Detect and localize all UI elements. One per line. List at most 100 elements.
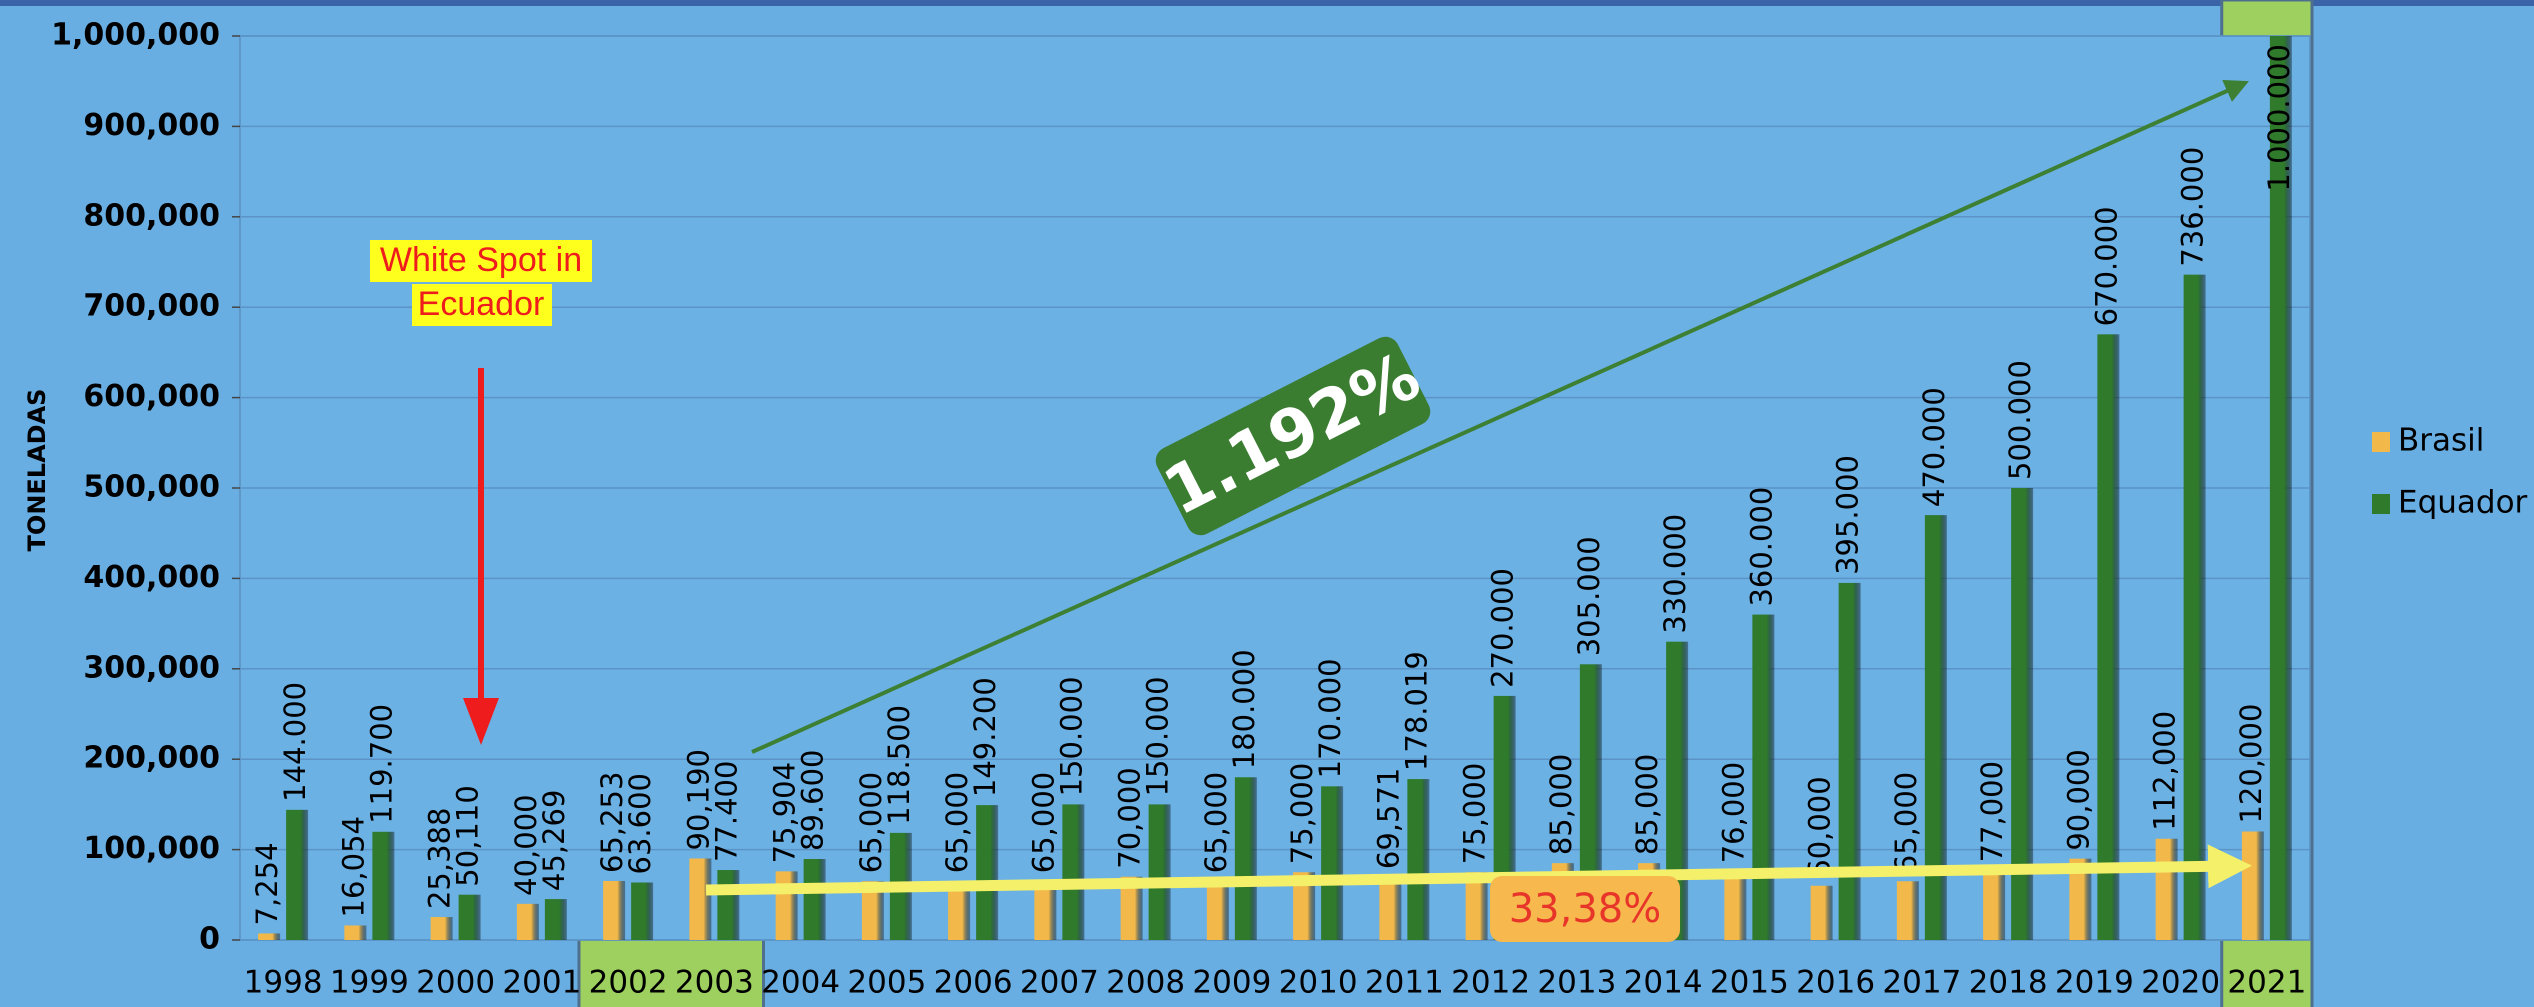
x-tick-label: 2015 [1710,965,1789,1001]
data-label: 170.000 [1313,658,1347,778]
y-tick-label: 500,000 [83,470,220,505]
data-label: 77,000 [1975,761,2009,862]
x-tick-label: 2017 [1882,965,1961,1001]
data-label: 63.600 [623,773,657,874]
data-label: 65,000 [1026,772,1060,873]
data-label: 270.000 [1486,568,1520,688]
data-label: 75,904 [768,762,802,863]
annotation: Ecuador [418,285,545,323]
bar [258,933,281,940]
bar [2241,831,2264,940]
annotation: 33,38% [1509,886,1662,932]
bar [1062,804,1085,940]
x-tick-label: 1998 [244,965,323,1001]
y-tick-label: 100,000 [83,831,220,866]
bar [1666,641,1689,940]
data-label: 178.019 [1399,651,1433,771]
x-tick-label: 2014 [1624,965,1703,1001]
y-axis-label: TONELADAS [23,389,51,552]
data-label: 25,388 [423,808,457,909]
data-label: 150.000 [1141,676,1175,796]
bar [1034,881,1057,940]
data-label: 395.000 [1831,455,1865,575]
legend-label: Brasil [2398,423,2484,459]
trend-arrow [751,79,2249,754]
data-label: 470.000 [1917,387,1951,507]
data-label: 670.000 [2089,206,2123,326]
y-tick-label: 900,000 [83,108,220,143]
x-tick-label: 2020 [2141,965,2220,1001]
bar [2011,488,2034,940]
legend-swatch [2372,494,2390,514]
bar [775,871,798,940]
bar [689,858,712,940]
bar [976,805,999,940]
data-label: 75,000 [1285,763,1319,864]
data-label: 149.200 [968,677,1002,797]
data-label: 360.000 [1744,487,1778,607]
legend-swatch [2372,432,2390,452]
bar [1924,515,1947,940]
data-label: 144.000 [278,682,312,802]
data-label: 180.000 [1227,649,1261,769]
bar [1379,877,1402,940]
x-tick-label: 2000 [416,965,495,1001]
y-tick-label: 800,000 [83,198,220,233]
data-label: 65,000 [1199,772,1233,873]
bar [1234,777,1257,940]
bar [1810,885,1833,940]
data-label: 85,000 [1544,754,1578,855]
bar [1465,872,1488,940]
data-label: 7,254 [250,842,284,925]
bar [544,899,567,940]
data-label: 119.700 [364,704,398,824]
bar [2183,274,2206,940]
x-tick-label: 2004 [761,965,840,1001]
data-label: 76,000 [1716,762,1750,863]
bar [1321,786,1344,940]
data-label: 40,000 [509,794,543,895]
bar [1983,870,2006,940]
annotation-bg [1490,876,1680,942]
x-tick-label: 2021 [2227,965,2306,1001]
x-tick-label: 2003 [675,965,754,1001]
data-label: 90,000 [2061,749,2095,850]
x-tick-label: 2010 [1279,965,1358,1001]
bar [1896,881,1919,940]
bar [1838,582,1861,940]
annotation-bg [370,240,592,282]
bar [286,809,309,940]
x-tick-label: 2006 [934,965,1013,1001]
bar [372,831,395,940]
bar [1724,871,1747,940]
bar [1148,804,1171,940]
y-tick-label: 300,000 [83,650,220,685]
bar [516,903,539,940]
bar [430,917,453,940]
bar [1293,872,1316,940]
data-label: 85,000 [1630,754,1664,855]
bar [1407,779,1430,940]
x-tick-label: 2009 [1192,965,1271,1001]
bar [1206,881,1229,940]
bar [2269,36,2292,940]
bar [861,881,884,940]
data-label: 150.000 [1054,676,1088,796]
data-label: 736.000 [2176,147,2210,267]
trend-arrow [705,844,2252,896]
data-label: 69,571 [1371,768,1405,869]
data-label: 65,000 [1889,772,1923,873]
bar [2069,858,2092,940]
legend-label: Equador [2398,485,2528,521]
data-label: 118.500 [882,705,916,825]
data-label: 75,000 [1458,763,1492,864]
data-label: 1.000.000 [2262,44,2296,192]
data-label: 330.000 [1658,514,1692,634]
bar [948,881,971,940]
data-label: 70,000 [1113,767,1147,868]
bar [1752,614,1775,940]
y-tick-label: 600,000 [83,379,220,414]
y-tick-label: 1,000,000 [51,18,220,53]
